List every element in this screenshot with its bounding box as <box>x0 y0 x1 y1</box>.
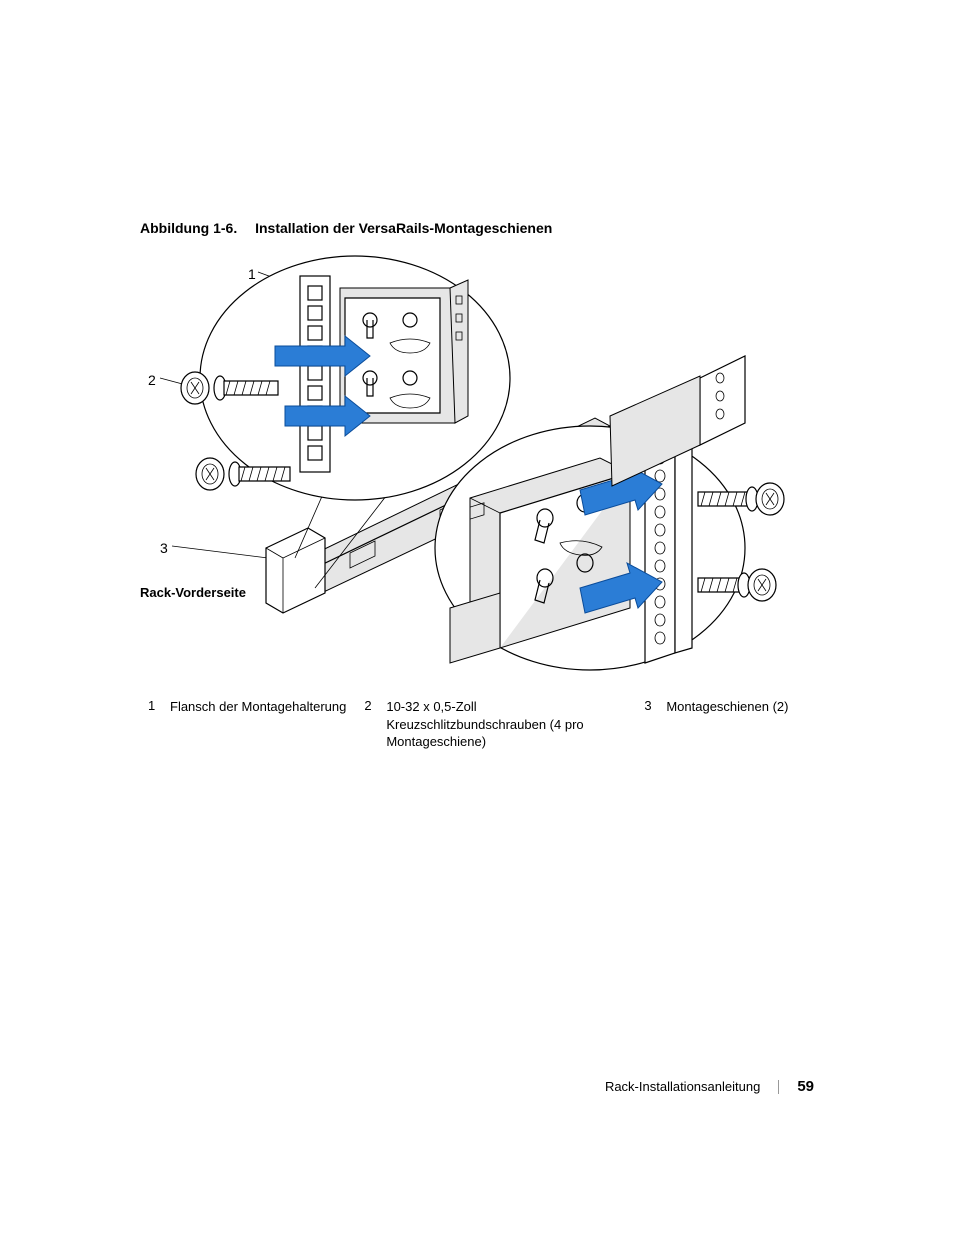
page-number: 59 <box>797 1078 814 1095</box>
callout-3: 3 <box>160 540 168 556</box>
figure-caption: Abbildung 1-6. Installation der VersaRai… <box>140 220 814 236</box>
figure-legend: 1 Flansch der Montagehalterung 2 10-32 x… <box>140 698 814 751</box>
legend-num: 1 <box>148 698 160 751</box>
legend-num: 2 <box>364 698 376 751</box>
callout-1: 1 <box>248 266 256 282</box>
footer-divider <box>778 1080 779 1094</box>
detail-rear <box>435 426 784 670</box>
legend-text: 10-32 x 0,5-Zoll Kreuzschlitzbundschraub… <box>386 698 626 751</box>
installation-diagram <box>140 248 820 678</box>
legend-text: Montageschienen (2) <box>666 698 788 751</box>
figure-area: 1 2 3 Rack-Vorderseite <box>140 248 820 678</box>
rack-front-label: Rack-Vorderseite <box>140 585 246 600</box>
detail-front <box>181 256 510 500</box>
legend-item: 2 10-32 x 0,5-Zoll Kreuzschlitzbundschra… <box>364 698 626 751</box>
figure-title: Installation der VersaRails-Montageschie… <box>255 220 552 236</box>
legend-text: Flansch der Montagehalterung <box>170 698 346 751</box>
figure-number: Abbildung 1-6. <box>140 220 237 236</box>
page-container: Abbildung 1-6. Installation der VersaRai… <box>0 0 954 1235</box>
footer-doc-title: Rack-Installationsanleitung <box>605 1079 760 1094</box>
legend-item: 1 Flansch der Montagehalterung <box>148 698 346 751</box>
legend-num: 3 <box>644 698 656 751</box>
callout-2: 2 <box>148 372 156 388</box>
page-footer: Rack-Installationsanleitung 59 <box>605 1078 814 1095</box>
legend-item: 3 Montageschienen (2) <box>644 698 788 751</box>
